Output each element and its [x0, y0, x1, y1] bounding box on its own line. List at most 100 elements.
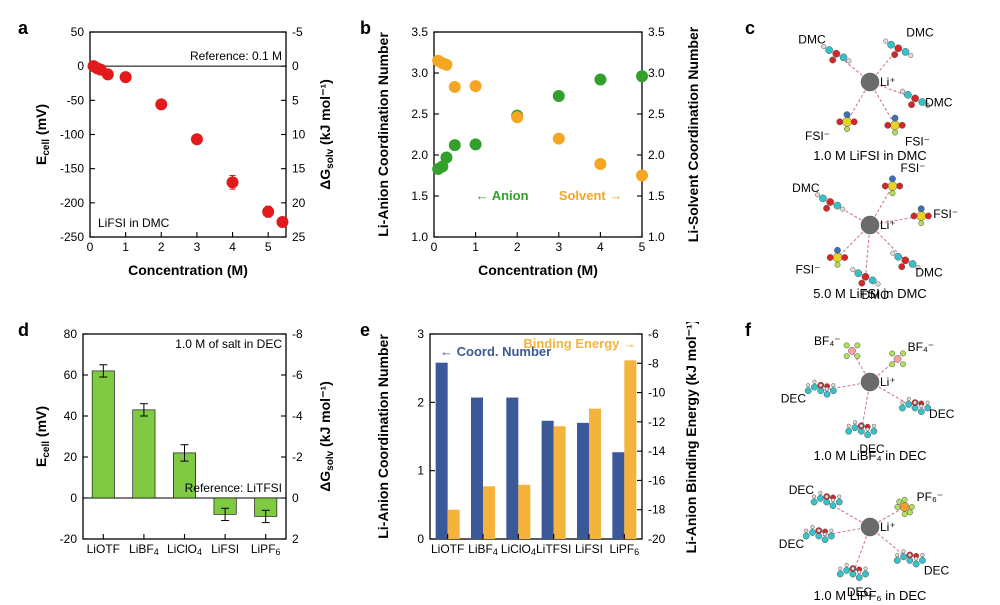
- svg-text:2.5: 2.5: [411, 107, 428, 121]
- svg-text:20: 20: [64, 450, 78, 464]
- svg-text:-150: -150: [60, 162, 84, 176]
- svg-text:5: 5: [265, 240, 272, 254]
- svg-text:4: 4: [229, 240, 236, 254]
- svg-text:-16: -16: [648, 473, 666, 487]
- svg-text:BF₄⁻: BF₄⁻: [814, 334, 841, 348]
- svg-text:FSI⁻: FSI⁻: [901, 161, 926, 175]
- svg-text:LiOTF: LiOTF: [87, 542, 120, 556]
- svg-text:FSI⁻: FSI⁻: [905, 134, 930, 148]
- svg-text:-8: -8: [648, 356, 659, 370]
- svg-text:10: 10: [292, 128, 306, 142]
- svg-text:2.0: 2.0: [648, 148, 665, 162]
- svg-text:1.0: 1.0: [648, 230, 665, 244]
- panel-b-chart: 0123451.01.01.51.52.02.02.52.53.03.03.53…: [368, 20, 708, 285]
- svg-text:-50: -50: [67, 93, 85, 107]
- svg-text:LiFSI: LiFSI: [211, 542, 239, 556]
- svg-text:Li⁺: Li⁺: [880, 75, 896, 89]
- svg-text:0: 0: [87, 240, 94, 254]
- svg-text:ΔGsolv (kJ mol⁻¹): ΔGsolv (kJ mol⁻¹): [317, 381, 336, 492]
- svg-text:-4: -4: [292, 409, 303, 423]
- svg-text:Li⁺: Li⁺: [880, 520, 896, 534]
- svg-text:Li⁺: Li⁺: [880, 218, 896, 232]
- svg-text:3.5: 3.5: [648, 25, 665, 39]
- panel-a-chart: 012345-250-200-150-100-500502520151050-5…: [28, 20, 338, 285]
- svg-text:-20: -20: [648, 532, 666, 546]
- panel-c-molecules: DMCDMCDMCFSI⁻FSI⁻Li⁺1.0 M LiFSI in DMCDM…: [755, 20, 990, 300]
- svg-text:FSI⁻: FSI⁻: [795, 263, 820, 277]
- panel-label-a: a: [18, 18, 28, 39]
- svg-text:25: 25: [292, 230, 306, 244]
- svg-text:Li-Anion Coordination Number: Li-Anion Coordination Number: [375, 32, 391, 237]
- svg-text:1: 1: [417, 464, 424, 478]
- svg-text:80: 80: [64, 327, 78, 341]
- svg-text:3: 3: [555, 240, 562, 254]
- svg-text:-250: -250: [60, 230, 84, 244]
- svg-text:← Anion: ← Anion: [476, 188, 529, 203]
- svg-text:LiPF6: LiPF6: [609, 542, 639, 557]
- svg-text:2.5: 2.5: [648, 107, 665, 121]
- svg-text:DEC: DEC: [789, 483, 815, 497]
- svg-text:Li-Solvent Coordination Number: Li-Solvent Coordination Number: [685, 26, 701, 242]
- svg-text:-100: -100: [60, 128, 84, 142]
- svg-text:1.0: 1.0: [411, 230, 428, 244]
- svg-text:LiFSI: LiFSI: [575, 542, 603, 556]
- svg-text:Li⁺: Li⁺: [880, 375, 896, 389]
- svg-text:-20: -20: [60, 532, 78, 546]
- svg-text:LiClO4: LiClO4: [501, 542, 536, 557]
- svg-text:DMC: DMC: [792, 181, 820, 195]
- svg-text:5: 5: [639, 240, 646, 254]
- svg-text:FSI⁻: FSI⁻: [933, 207, 958, 221]
- svg-text:2: 2: [417, 395, 424, 409]
- svg-text:1.0 M LiBF₄ in DEC: 1.0 M LiBF₄ in DEC: [814, 448, 927, 463]
- svg-text:Solvent →: Solvent →: [559, 188, 623, 203]
- svg-text:-2: -2: [292, 450, 303, 464]
- svg-text:-8: -8: [292, 327, 303, 341]
- svg-text:DEC: DEC: [779, 537, 805, 551]
- svg-text:PF₆⁻: PF₆⁻: [917, 490, 944, 504]
- svg-text:Concentration (M): Concentration (M): [128, 262, 248, 278]
- panel-label-c: c: [745, 18, 755, 39]
- svg-text:LiClO4: LiClO4: [167, 542, 202, 557]
- svg-text:0: 0: [417, 532, 424, 546]
- svg-text:3.5: 3.5: [411, 25, 428, 39]
- svg-text:LiBF4: LiBF4: [129, 542, 159, 557]
- svg-text:40: 40: [64, 409, 78, 423]
- svg-text:1.0 M of salt in DEC: 1.0 M of salt in DEC: [175, 337, 282, 351]
- svg-text:-12: -12: [648, 415, 666, 429]
- svg-text:Ecell (mV): Ecell (mV): [33, 406, 52, 467]
- svg-text:1: 1: [122, 240, 129, 254]
- svg-text:1.5: 1.5: [648, 189, 665, 203]
- svg-text:-18: -18: [648, 503, 666, 517]
- svg-text:DMC: DMC: [906, 25, 934, 39]
- svg-text:ΔGsolv (kJ mol⁻¹): ΔGsolv (kJ mol⁻¹): [317, 79, 336, 190]
- svg-text:-6: -6: [292, 368, 303, 382]
- svg-text:LiOTF: LiOTF: [431, 542, 464, 556]
- svg-text:1.5: 1.5: [411, 189, 428, 203]
- svg-text:4: 4: [597, 240, 604, 254]
- svg-text:3: 3: [194, 240, 201, 254]
- svg-text:2: 2: [158, 240, 165, 254]
- svg-text:DMC: DMC: [915, 265, 943, 279]
- svg-text:0: 0: [77, 59, 84, 73]
- svg-text:0: 0: [292, 59, 299, 73]
- svg-text:DMC: DMC: [925, 95, 953, 109]
- svg-text:Li-Anion Coordination Number: Li-Anion Coordination Number: [375, 334, 391, 539]
- svg-text:-10: -10: [648, 386, 666, 400]
- svg-text:3: 3: [417, 327, 424, 341]
- svg-text:20: 20: [292, 196, 306, 210]
- svg-text:5.0 M LiFSI in DMC: 5.0 M LiFSI in DMC: [813, 286, 926, 300]
- svg-text:LiTFSI: LiTFSI: [536, 542, 571, 556]
- svg-text:Li-Anion Binding Energy (kJ mo: Li-Anion Binding Energy (kJ mol⁻¹): [683, 322, 699, 553]
- svg-text:0: 0: [431, 240, 438, 254]
- panel-e-chart: 0123-6-8-10-12-14-16-18-20LiOTFLiBF4LiCl…: [368, 322, 708, 587]
- svg-text:Reference: LiTFSI: Reference: LiTFSI: [185, 481, 282, 495]
- svg-text:BF₄⁻: BF₄⁻: [908, 340, 935, 354]
- svg-text:LiBF4: LiBF4: [468, 542, 498, 557]
- svg-text:Ecell (mV): Ecell (mV): [33, 104, 52, 165]
- svg-text:DEC: DEC: [924, 563, 950, 577]
- svg-text:2.0: 2.0: [411, 148, 428, 162]
- svg-text:LiPF6: LiPF6: [251, 542, 281, 557]
- svg-text:-200: -200: [60, 196, 84, 210]
- svg-text:60: 60: [64, 368, 78, 382]
- svg-text:15: 15: [292, 162, 306, 176]
